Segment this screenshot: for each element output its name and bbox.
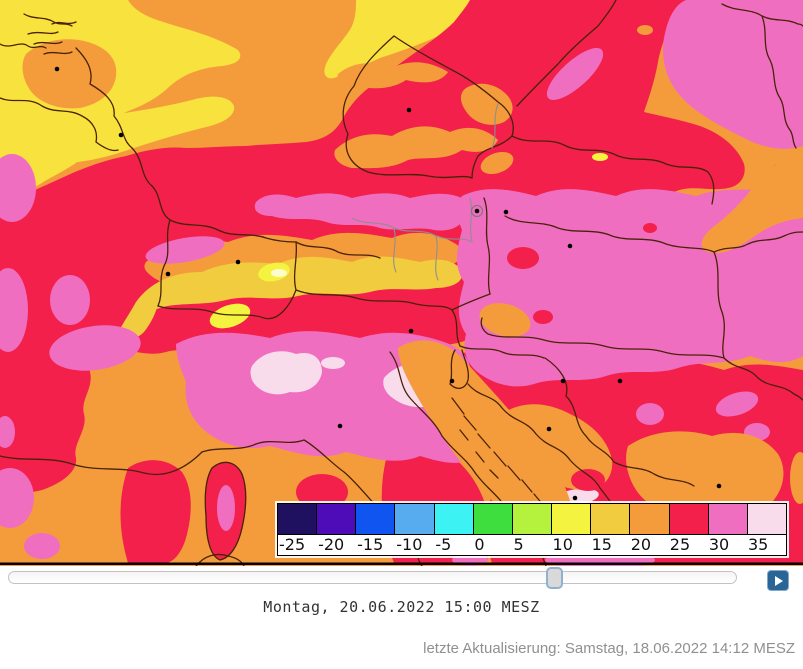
legend-label: -15 [357,535,384,554]
legend-label: -5 [435,535,452,554]
legend-label: -20 [318,535,345,554]
legend-swatch--20 [317,504,357,534]
legend-swatch-15 [591,504,631,534]
legend-swatch-25 [669,504,709,534]
legend-swatch-5 [512,504,553,534]
play-icon [775,575,783,586]
temperature-regions [0,0,803,566]
legend-label: 15 [591,535,612,554]
map-bottom-axis [0,562,803,565]
vienna-city-ring [470,204,484,218]
legend-swatch--10 [395,504,435,534]
weather-map [0,0,803,566]
legend-label: 0 [474,535,485,554]
legend-swatch--25 [278,504,318,534]
last-update-status: letzte Aktualisierung: Samstag, 18.06.20… [423,640,795,657]
legend-swatch-35 [747,504,787,534]
legend-swatch-0 [473,504,513,534]
regional-borders [351,103,499,281]
legend-label: 20 [630,535,652,554]
play-button[interactable] [767,570,789,591]
legend-label: 10 [552,535,573,554]
time-slider-thumb[interactable] [545,567,563,589]
city-markers [54,66,722,501]
legend-swatch-10 [552,504,592,534]
temperature-legend: -25 -20 -15 -10 -5 0 5 10 15 20 25 30 35 [277,503,787,556]
map-canvas [0,0,803,566]
legend-label: -25 [279,535,306,554]
legend-swatch--15 [356,504,396,534]
legend-swatch-30 [708,504,748,534]
legend-swatches [278,504,787,534]
legend-labels: -25 -20 -15 -10 -5 0 5 10 15 20 25 30 35 [278,534,786,555]
legend-label: 35 [747,535,769,554]
legend-label: -10 [396,535,423,554]
legend-label: 5 [513,535,524,554]
time-slider-track[interactable] [8,571,737,584]
current-time-label: Montag, 20.06.2022 15:00 MESZ [263,598,540,616]
legend-label: 25 [669,535,691,554]
legend-label: 30 [708,535,730,554]
legend-swatch--5 [434,504,474,534]
legend-swatch-20 [630,504,670,534]
